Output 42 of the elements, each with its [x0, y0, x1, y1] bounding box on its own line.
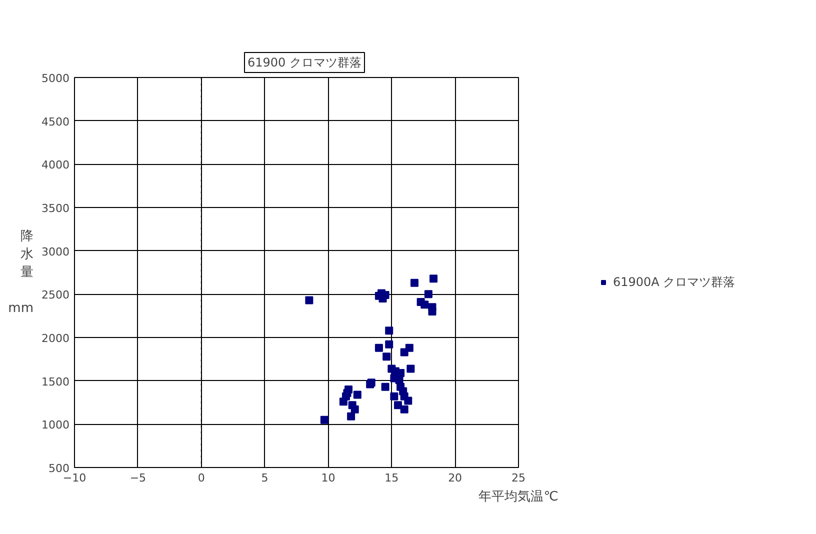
y-tick-label: 4000 — [42, 158, 70, 172]
point — [339, 398, 348, 406]
y-tick-label: 4500 — [42, 115, 70, 128]
point — [428, 308, 436, 316]
x-axis-title: 年平均気温℃ — [478, 490, 558, 504]
x-tick-label: 5 — [261, 472, 268, 484]
point — [430, 274, 438, 283]
y-tick-label: 1000 — [42, 418, 70, 432]
point — [424, 290, 432, 298]
legend-label: 61900A クロマツ群落 — [613, 274, 736, 290]
point — [390, 392, 398, 400]
chart-title: 61900 クロマツ群落 — [248, 56, 362, 70]
point — [410, 278, 418, 287]
y-tick-label: 3000 — [42, 245, 70, 258]
point — [381, 382, 390, 391]
x-tick-label: −5 — [130, 472, 146, 484]
point — [385, 340, 394, 348]
point — [350, 405, 359, 414]
y-tick-label: 5000 — [42, 72, 70, 85]
y-tick-label: 1500 — [42, 375, 70, 388]
y-tick-label: 3500 — [42, 202, 70, 215]
point — [420, 300, 429, 309]
x-tick-label: 0 — [198, 472, 205, 484]
y-tick-label: 2500 — [42, 288, 70, 302]
text: 降水量 mm — [8, 229, 34, 316]
point — [406, 364, 415, 373]
point — [394, 401, 402, 410]
point — [320, 416, 328, 424]
y-tick-label: 2000 — [42, 332, 70, 345]
point — [400, 405, 408, 414]
point — [353, 390, 362, 399]
point — [305, 296, 314, 304]
point — [404, 396, 412, 405]
point — [382, 352, 391, 361]
point — [405, 344, 414, 352]
x-tick-label: 25 — [512, 472, 526, 484]
point — [347, 412, 356, 420]
x-tick-label: 10 — [321, 472, 336, 484]
x-tick-label: 15 — [384, 472, 399, 484]
point — [374, 344, 383, 352]
point — [385, 326, 394, 335]
x-tick-label: 20 — [448, 472, 462, 484]
